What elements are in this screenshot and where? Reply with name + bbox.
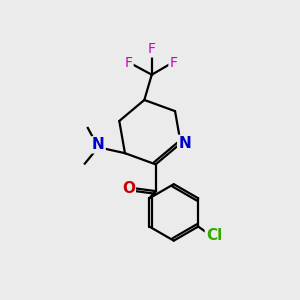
Text: F: F	[148, 42, 156, 56]
Text: N: N	[178, 136, 191, 151]
Text: N: N	[92, 137, 105, 152]
Text: F: F	[169, 56, 178, 70]
Text: Cl: Cl	[206, 228, 222, 243]
Text: O: O	[122, 181, 135, 196]
Text: F: F	[124, 56, 133, 70]
